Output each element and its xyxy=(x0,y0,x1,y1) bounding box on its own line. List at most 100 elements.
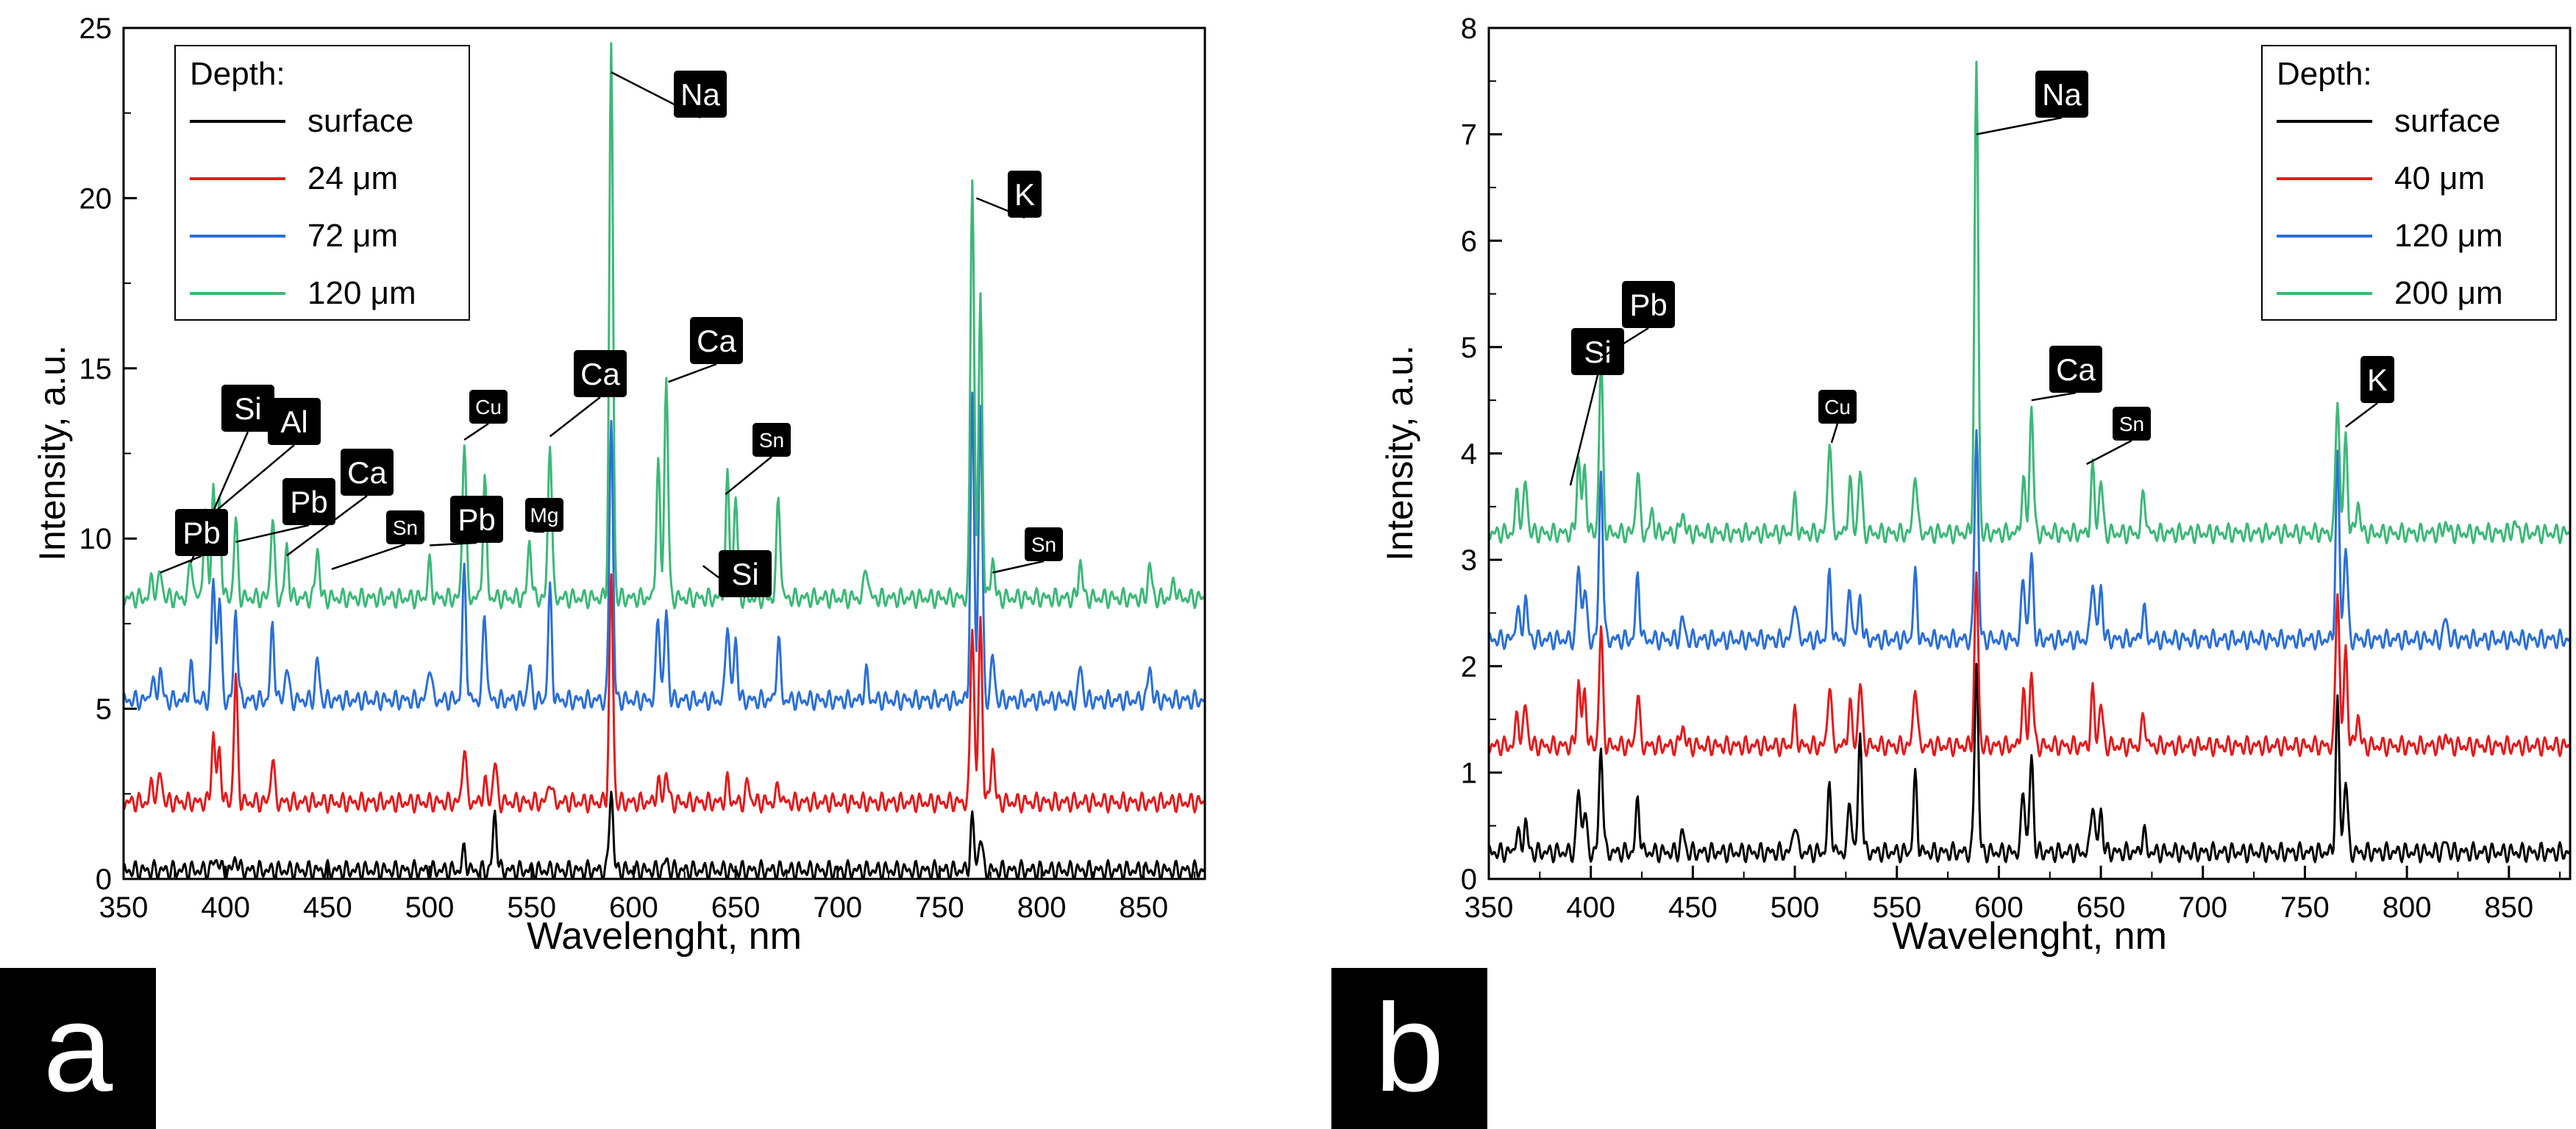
y-tick-label-b-7: 7 xyxy=(1461,119,1477,152)
annotation-leader-a-11 xyxy=(286,494,368,557)
y-tick-label-a-0: 0 xyxy=(96,863,112,896)
panel-label-box-b xyxy=(1331,968,1487,1129)
x-tick-label-b-3: 500 xyxy=(1771,891,1820,924)
legend-label-b-3: 200 μm xyxy=(2394,275,2503,311)
annotation-leader-a-10 xyxy=(429,541,477,546)
annotation-label-a-7: Al xyxy=(280,405,307,439)
annotations-group-a: Na K Ca Ca Cu Mg Si Al Pb Pb Pb Ca Sn Si Sn Sn xyxy=(160,71,1063,599)
annotation-leader-a-3 xyxy=(668,363,717,383)
x-tick-label-b-5: 600 xyxy=(1974,891,2024,924)
y-tick-label-a-3: 15 xyxy=(79,353,113,385)
legend-label-a-0: surface xyxy=(307,103,413,139)
series-group-b xyxy=(1489,60,2570,863)
y-tick-label-b-4: 4 xyxy=(1461,438,1477,471)
series-line-b-0 xyxy=(1489,663,2570,863)
legend-label-b-1: 40 μm xyxy=(2394,160,2485,196)
annotation-label-a-6: Si xyxy=(234,391,261,426)
annotation-label-b-2: Pb xyxy=(1629,288,1667,322)
y-tick-label-b-2: 2 xyxy=(1461,651,1477,683)
annotation-box-b-1 xyxy=(1571,328,1624,375)
annotation-box-a-13 xyxy=(719,550,772,597)
panel-label-a: a xyxy=(43,978,113,1118)
annotation-box-b-2 xyxy=(1622,281,1675,328)
annotation-box-a-9 xyxy=(282,478,335,525)
series-group-a xyxy=(124,42,1205,879)
legend-label-a-3: 120 μm xyxy=(307,275,416,311)
annotation-leader-a-14 xyxy=(725,456,772,496)
annotation-box-a-3 xyxy=(690,317,743,364)
annotation-box-a-10 xyxy=(450,496,503,543)
plot-frame-b xyxy=(1487,26,2572,880)
annotation-box-a-11 xyxy=(341,449,394,496)
y-tick-label-a-4: 20 xyxy=(79,182,113,215)
y-axis-label-a: Intensity, a.u. xyxy=(32,345,73,561)
series-line-b-2 xyxy=(1489,429,2570,651)
x-tick-label-b-10: 850 xyxy=(2484,891,2533,924)
x-tick-label-b-6: 650 xyxy=(2077,891,2126,924)
annotation-leader-b-6 xyxy=(2345,402,2378,428)
series-line-b-1 xyxy=(1489,571,2570,758)
annotation-label-a-15: Sn xyxy=(1031,533,1056,556)
annotation-leader-b-4 xyxy=(2031,391,2077,402)
annotation-leader-b-0 xyxy=(1976,116,2063,135)
x-tick-label-a-2: 450 xyxy=(303,891,352,924)
y-tick-label-b-5: 5 xyxy=(1461,332,1477,364)
annotation-box-a-12 xyxy=(386,510,424,544)
annotation-leader-a-8 xyxy=(160,555,202,574)
legend-label-b-0: surface xyxy=(2394,103,2500,139)
annotation-label-a-14: Sn xyxy=(759,429,784,452)
panel-label-b: b xyxy=(1375,978,1445,1118)
x-tick-label-a-0: 350 xyxy=(99,891,149,924)
legend-label-a-2: 72 μm xyxy=(307,218,398,254)
annotation-label-a-2: Ca xyxy=(580,357,620,391)
x-tick-label-b-2: 450 xyxy=(1668,891,1718,924)
series-line-a-2 xyxy=(124,391,1205,712)
annotation-box-b-4 xyxy=(2049,346,2102,393)
annotation-leader-b-3 xyxy=(1830,423,1839,444)
annotation-label-a-9: Pb xyxy=(290,485,327,519)
x-tick-label-a-6: 650 xyxy=(711,891,761,924)
annotation-label-b-0: Na xyxy=(2042,77,2082,112)
x-tick-label-a-4: 550 xyxy=(507,891,556,924)
y-tick-label-b-0: 0 xyxy=(1461,863,1477,896)
annotation-label-a-4: Cu xyxy=(475,396,502,419)
annotation-label-a-11: Ca xyxy=(347,455,387,490)
legend-title-b: Depth: xyxy=(2277,56,2372,92)
series-line-a-3 xyxy=(124,42,1205,610)
annotation-label-a-10: Pb xyxy=(458,502,495,537)
y-tick-label-a-5: 25 xyxy=(79,13,113,45)
y-tick-label-a-1: 5 xyxy=(96,694,112,726)
x-tick-label-a-3: 500 xyxy=(405,891,455,924)
x-tick-label-b-0: 350 xyxy=(1465,891,1514,924)
x-axis-label-a: Wavelenght, nm xyxy=(527,915,802,958)
legend-title-a: Depth: xyxy=(190,56,285,92)
y-tick-label-b-6: 6 xyxy=(1461,225,1477,257)
legend-label-a-1: 24 μm xyxy=(307,160,398,196)
legend-a: Depth: surface 24 μm 72 μm 120 μm xyxy=(174,45,470,321)
x-axis-label-b: Wavelenght, nm xyxy=(1892,915,2167,958)
annotation-label-a-5: Mg xyxy=(530,504,559,527)
annotation-leader-a-15 xyxy=(992,560,1045,574)
annotation-leader-b-2 xyxy=(1600,327,1649,359)
panel-label-box-a xyxy=(0,968,156,1129)
x-tick-label-b-9: 800 xyxy=(2383,891,2432,924)
legend-box-a xyxy=(174,45,470,321)
annotation-box-a-6 xyxy=(221,385,274,432)
x-tick-label-a-1: 400 xyxy=(201,891,250,924)
x-tick-label-b-7: 700 xyxy=(2178,891,2227,924)
annotation-box-a-14 xyxy=(752,423,791,457)
legend-box-b xyxy=(2261,45,2557,321)
annotation-box-b-6 xyxy=(2360,356,2394,403)
x-tick-label-a-8: 750 xyxy=(915,891,964,924)
annotation-label-a-12: Sn xyxy=(393,516,418,539)
annotation-leader-b-1 xyxy=(1569,374,1599,486)
x-tick-label-a-5: 600 xyxy=(609,891,658,924)
annotation-label-a-1: K xyxy=(1014,177,1035,212)
annotation-box-a-8 xyxy=(175,509,228,556)
y-tick-label-a-2: 10 xyxy=(79,523,113,555)
y-tick-label-b-3: 3 xyxy=(1461,544,1477,577)
annotations-group-b: Na Si Pb Cu Ca Sn K xyxy=(1569,71,2394,486)
annotation-leader-a-7 xyxy=(215,444,295,513)
legend-b: Depth: surface 40 μm 120 μm 200 μm xyxy=(2261,45,2557,321)
annotation-box-a-15 xyxy=(1025,527,1063,561)
